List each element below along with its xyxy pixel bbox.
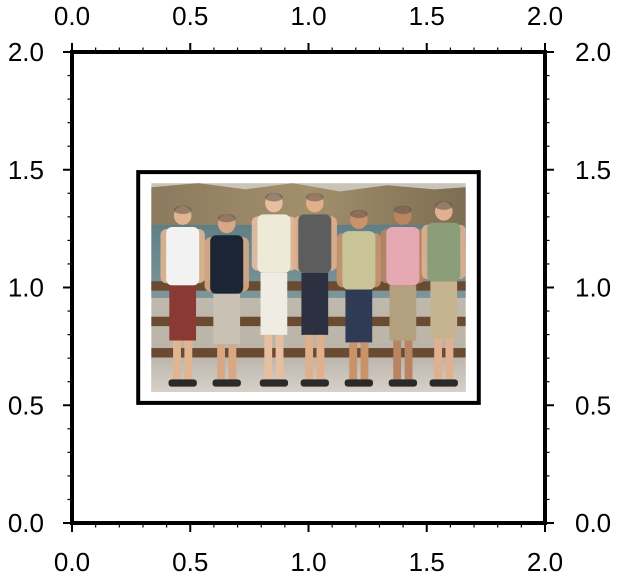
photo-person-shoes [429, 379, 458, 387]
photo-person-shirt [386, 226, 420, 286]
photo-person-leg [445, 338, 454, 386]
photo-person-shoes [344, 379, 373, 387]
photo-person-shoes [259, 379, 289, 387]
y-tick-label-left: 1.0 [8, 273, 44, 303]
y-tick-label-right: 2.0 [575, 37, 611, 67]
photo-inset [136, 170, 481, 405]
y-tick-label-left: 0.0 [8, 508, 44, 538]
photo-person-shoes [168, 379, 197, 387]
x-tick-label-bottom: 1.5 [409, 547, 445, 577]
photo-person-shirt [210, 235, 244, 294]
photo-person-leg [217, 344, 225, 386]
x-tick-label-bottom: 0.0 [54, 547, 90, 577]
photo-person-leg [393, 340, 402, 386]
photo-person-leg [275, 334, 284, 386]
photo-person-leg [434, 338, 443, 386]
photo-person-leg [184, 340, 193, 386]
photo-person-pants [169, 285, 197, 341]
photo-person-shirt [257, 214, 291, 273]
photo-person-shirt [427, 222, 461, 282]
photo-person-shoes [388, 379, 418, 387]
photo-person-hair [217, 213, 236, 223]
photo-person-pants [389, 285, 417, 341]
y-tick-label-left: 2.0 [8, 37, 44, 67]
y-tick-label-left: 1.5 [8, 155, 44, 185]
x-tick-label-bottom: 1.0 [290, 547, 326, 577]
photo-person-shoes [212, 379, 241, 387]
photo-person-leg [264, 334, 273, 386]
photo-person-leg [360, 342, 369, 386]
photo-person-pants [213, 293, 241, 345]
x-tick-label-top: 2.0 [527, 1, 563, 31]
y-tick-label-right: 1.0 [575, 273, 611, 303]
y-tick-label-right: 1.5 [575, 155, 611, 185]
photo-person-hair [305, 193, 324, 202]
y-tick-label-left: 0.5 [8, 390, 44, 420]
tick-labels: 0.0 0.0 0.0 0.0 0.5 0.5 0.5 0.5 1.0 1.0 1.0 1.0 1.5 1… [8, 1, 611, 577]
photo-person-leg [349, 342, 358, 386]
photo-person-pants [260, 272, 288, 335]
photo-person-shoes [300, 379, 329, 387]
y-tick-label-right: 0.5 [575, 390, 611, 420]
photo-person-shirt [166, 226, 200, 286]
photo-person-pants [301, 272, 329, 335]
photo-person-pants [430, 281, 458, 339]
photo-person-hair [265, 193, 283, 202]
photo-person-leg [404, 340, 413, 386]
photo-person-hair [434, 201, 453, 210]
x-tick-label-top: 0.5 [172, 1, 208, 31]
photo-person-hair [394, 205, 412, 215]
photo-person-leg [173, 340, 181, 386]
photo-person-hair [350, 209, 368, 219]
photo-person-hair [173, 205, 192, 215]
x-tick-label-top: 0.0 [54, 1, 90, 31]
x-tick-label-bottom: 0.5 [172, 547, 208, 577]
photo-person-pants [345, 289, 373, 343]
group-photo [151, 183, 466, 392]
photo-person-shirt [342, 231, 376, 290]
x-tick-label-top: 1.5 [409, 1, 445, 31]
x-tick-label-top: 1.0 [290, 1, 326, 31]
x-tick-label-bottom: 2.0 [527, 547, 563, 577]
photo-person-leg [228, 344, 237, 386]
tick-marks [63, 43, 554, 532]
photo-person-shirt [298, 214, 332, 273]
photo-person-leg [316, 334, 325, 386]
y-tick-label-right: 0.0 [575, 508, 611, 538]
photo-person-leg [305, 334, 314, 386]
